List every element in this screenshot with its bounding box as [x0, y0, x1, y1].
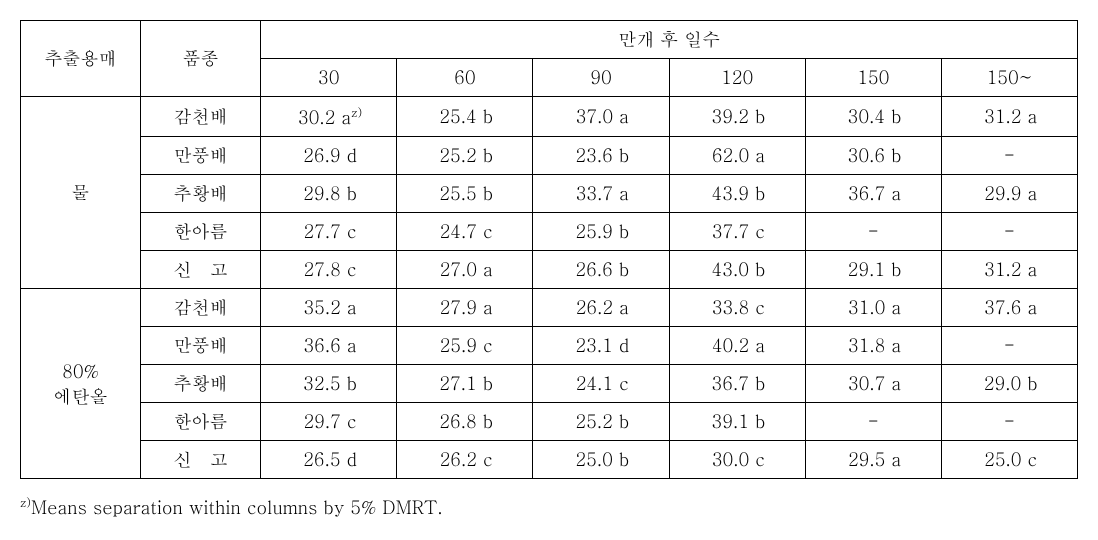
table-row: 80%에탄올감천배35.2a27.9a26.2a33.8c31.0a37.6a — [21, 289, 1078, 327]
data-cell: 25.5b — [397, 175, 533, 213]
header-day: 150~ — [941, 59, 1077, 97]
header-solvent: 추출용매 — [21, 21, 141, 97]
table-row: 신 고27.8c27.0a26.6b43.0b29.1b31.2a — [21, 251, 1078, 289]
data-cell: 32.5b — [261, 365, 397, 403]
variety-cell: 신 고 — [141, 441, 261, 479]
table-row: 만풍배26.9d25.2b23.6b62.0a30.6b- — [21, 137, 1078, 175]
header-day: 120 — [669, 59, 805, 97]
data-cell: 31.0a — [805, 289, 941, 327]
data-cell: 25.2b — [397, 137, 533, 175]
header-day: 90 — [533, 59, 669, 97]
data-cell: 30.4b — [805, 97, 941, 137]
data-cell: 39.2b — [669, 97, 805, 137]
data-cell: 37.7c — [669, 213, 805, 251]
data-cell: 29.9a — [941, 175, 1077, 213]
variety-cell: 신 고 — [141, 251, 261, 289]
header-day: 150 — [805, 59, 941, 97]
variety-cell: 감천배 — [141, 289, 261, 327]
data-cell: - — [941, 213, 1077, 251]
data-cell: 26.5d — [261, 441, 397, 479]
footnote-marker: z) — [20, 493, 31, 511]
data-cell: - — [941, 137, 1077, 175]
data-cell: 26.9d — [261, 137, 397, 175]
data-cell: 43.9b — [669, 175, 805, 213]
table-body: 물감천배30.2az)25.4b37.0a39.2b30.4b31.2a만풍배2… — [21, 97, 1078, 479]
data-cell: 37.0a — [533, 97, 669, 137]
data-cell: - — [805, 403, 941, 441]
footnote: z)Means separation within columns by 5% … — [20, 493, 1078, 520]
data-cell: 30.2az) — [261, 97, 397, 137]
data-cell: 40.2a — [669, 327, 805, 365]
table-header: 추출용매 품종 만개 후 일수 30 60 90 120 150 150~ — [21, 21, 1078, 97]
data-table: 추출용매 품종 만개 후 일수 30 60 90 120 150 150~ 물감… — [20, 20, 1078, 479]
variety-cell: 한아름 — [141, 213, 261, 251]
data-cell: 27.9a — [397, 289, 533, 327]
data-cell: 29.8b — [261, 175, 397, 213]
table-row: 추황배32.5b27.1b24.1c36.7b30.7a29.0b — [21, 365, 1078, 403]
header-days-group: 만개 후 일수 — [261, 21, 1078, 59]
table-row: 한아름27.7c24.7c25.9b37.7c-- — [21, 213, 1078, 251]
data-cell: 23.1d — [533, 327, 669, 365]
data-cell: 25.0b — [533, 441, 669, 479]
data-cell: 25.9c — [397, 327, 533, 365]
data-cell: 30.6b — [805, 137, 941, 175]
table-row: 만풍배36.6a25.9c23.1d40.2a31.8a- — [21, 327, 1078, 365]
header-variety: 품종 — [141, 21, 261, 97]
data-cell: 36.7a — [805, 175, 941, 213]
variety-cell: 만풍배 — [141, 137, 261, 175]
data-cell: 29.0b — [941, 365, 1077, 403]
variety-cell: 만풍배 — [141, 327, 261, 365]
data-cell: 24.7c — [397, 213, 533, 251]
data-cell: 29.7c — [261, 403, 397, 441]
data-cell: - — [805, 213, 941, 251]
variety-cell: 추황배 — [141, 365, 261, 403]
data-cell: 62.0a — [669, 137, 805, 175]
table-row: 물감천배30.2az)25.4b37.0a39.2b30.4b31.2a — [21, 97, 1078, 137]
data-cell: 25.9b — [533, 213, 669, 251]
table-row: 한아름29.7c26.8b25.2b39.1b-- — [21, 403, 1078, 441]
data-cell: 31.8a — [805, 327, 941, 365]
data-cell: 35.2a — [261, 289, 397, 327]
variety-cell: 한아름 — [141, 403, 261, 441]
data-cell: 29.5a — [805, 441, 941, 479]
data-cell: 33.8c — [669, 289, 805, 327]
table-row: 신 고26.5d26.2c25.0b30.0c29.5a25.0c — [21, 441, 1078, 479]
data-cell: 26.2c — [397, 441, 533, 479]
data-cell: 25.0c — [941, 441, 1077, 479]
table-row: 추황배29.8b25.5b33.7a43.9b36.7a29.9a — [21, 175, 1078, 213]
data-cell: 30.7a — [805, 365, 941, 403]
data-cell: 43.0b — [669, 251, 805, 289]
data-cell: - — [941, 327, 1077, 365]
data-cell: 36.7b — [669, 365, 805, 403]
data-cell: 27.0a — [397, 251, 533, 289]
data-cell: 27.8c — [261, 251, 397, 289]
data-cell: 24.1c — [533, 365, 669, 403]
data-cell: 25.2b — [533, 403, 669, 441]
data-cell: 31.2a — [941, 251, 1077, 289]
solvent-cell: 80%에탄올 — [21, 289, 141, 479]
header-day: 60 — [397, 59, 533, 97]
variety-cell: 추황배 — [141, 175, 261, 213]
data-cell: 29.1b — [805, 251, 941, 289]
header-day: 30 — [261, 59, 397, 97]
data-cell: 27.7c — [261, 213, 397, 251]
data-cell: 27.1b — [397, 365, 533, 403]
solvent-cell: 물 — [21, 97, 141, 289]
footnote-text: Means separation within columns by 5% DM… — [31, 495, 443, 520]
data-cell: 26.6b — [533, 251, 669, 289]
data-cell: 26.8b — [397, 403, 533, 441]
data-cell: 31.2a — [941, 97, 1077, 137]
data-cell: 33.7a — [533, 175, 669, 213]
data-cell: 30.0c — [669, 441, 805, 479]
data-cell: 23.6b — [533, 137, 669, 175]
variety-cell: 감천배 — [141, 97, 261, 137]
data-cell: 36.6a — [261, 327, 397, 365]
data-cell: 25.4b — [397, 97, 533, 137]
data-cell: 37.6a — [941, 289, 1077, 327]
data-cell: 26.2a — [533, 289, 669, 327]
data-cell: 39.1b — [669, 403, 805, 441]
data-cell: - — [941, 403, 1077, 441]
